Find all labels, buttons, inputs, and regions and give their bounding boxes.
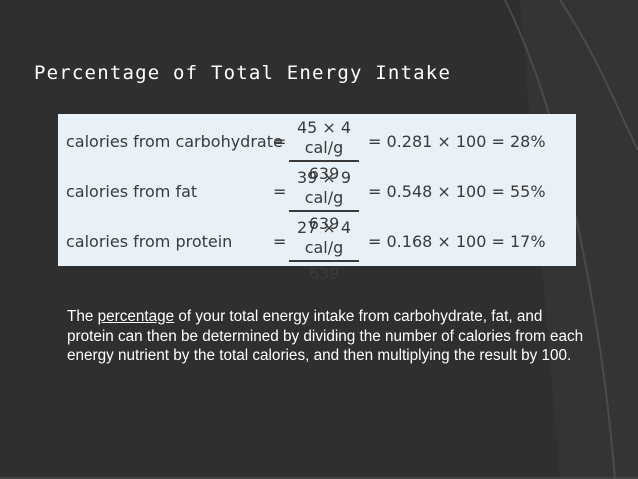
fraction-numerator: 39 × 9 cal/g (296, 168, 352, 207)
fraction-denominator: 639 (308, 263, 340, 283)
decor-curve-2 (559, 0, 638, 151)
equals-sign: = (273, 132, 287, 151)
percentage-link[interactable]: percentage (97, 308, 175, 325)
slide-title: Percentage of Total Energy Intake (34, 62, 452, 84)
equation-result: = 0.548 × 100 = 55% (368, 182, 546, 201)
fraction: 45 × 4 cal/g 639 (285, 118, 363, 184)
equation-label: calories from fat (66, 182, 198, 201)
equation-result: = 0.281 × 100 = 28% (368, 132, 546, 151)
fraction-numerator: 27 × 4 cal/g (296, 218, 352, 257)
equation-label: calories from protein (66, 232, 233, 251)
body-text-start: The (67, 308, 98, 325)
fraction-bar (289, 260, 359, 262)
fraction-numerator: 45 × 4 cal/g (296, 118, 352, 157)
equation-row-fat: calories from fat = 39 × 9 cal/g 639 = 0… (58, 168, 576, 233)
fraction: 39 × 9 cal/g 639 (285, 168, 363, 234)
fraction-denominator: 639 (308, 213, 340, 233)
equation-panel: calories from carbohydrate = 45 × 4 cal/… (58, 114, 576, 283)
fraction: 27 × 4 cal/g 639 (285, 218, 363, 284)
equation-row-carbohydrate: calories from carbohydrate = 45 × 4 cal/… (58, 118, 576, 183)
equals-sign: = (273, 182, 287, 201)
fraction-bar (289, 160, 359, 162)
equation-row-protein: calories from protein = 27 × 4 cal/g 639… (58, 218, 576, 283)
body-paragraph: The percentage of your total energy inta… (67, 307, 587, 366)
equation-label: calories from carbohydrate (66, 132, 283, 151)
body-text-rest: of your total energy intake from carbohy… (67, 308, 584, 364)
fraction-denominator: 639 (308, 163, 340, 183)
fraction-bar (289, 210, 359, 212)
equals-sign: = (273, 232, 287, 251)
equation-result: = 0.168 × 100 = 17% (368, 232, 546, 251)
